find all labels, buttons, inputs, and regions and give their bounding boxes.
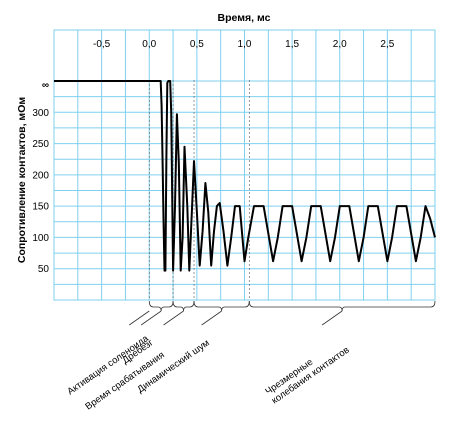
grid <box>54 30 435 300</box>
x-tick-label: 1,5 <box>285 39 299 50</box>
y-tick-label: 200 <box>32 170 49 181</box>
y-tick-label: 50 <box>38 264 50 275</box>
x-axis-title: Время, мс <box>218 12 271 24</box>
y-tick-label: 150 <box>32 202 49 213</box>
x-tick-label: -0,5 <box>93 39 111 50</box>
y-tick-label: 250 <box>32 139 49 150</box>
plot-frame <box>53 29 436 301</box>
annotation-brace <box>148 300 174 312</box>
y-tick-labels: 50 100 150 200 250 300 ∞ <box>32 80 49 275</box>
y-axis-title: Сопротивление контактов, мОм <box>16 97 28 263</box>
x-tick-label: 0,0 <box>142 39 156 50</box>
annotation-brace <box>248 300 436 312</box>
annotation-brace <box>172 300 195 312</box>
x-tick-labels: -0,5 0,0 0,5 1,0 1,5 2,0 2,5 <box>93 39 395 50</box>
x-tick-label: 2,5 <box>380 39 394 50</box>
annotation-leader <box>129 310 150 326</box>
x-tick-label: 0,5 <box>190 39 204 50</box>
annotation-leader <box>321 310 343 326</box>
annotation-label: Чрезмерныеколебания контактов <box>263 336 351 407</box>
annotation-leader <box>201 310 222 326</box>
annotation-leader <box>163 310 184 326</box>
annotation: Чрезмерныеколебания контактов <box>248 300 436 407</box>
series-line-contact-resistance <box>54 80 436 272</box>
annotation-brace <box>193 300 250 312</box>
annotation-leader <box>140 310 162 326</box>
y-tick-label-infinity: ∞ <box>42 80 49 91</box>
x-tick-label: 1,0 <box>238 39 252 50</box>
x-tick-label: 2,0 <box>333 39 347 50</box>
y-tick-label: 100 <box>32 233 49 244</box>
y-tick-label: 300 <box>32 108 49 119</box>
